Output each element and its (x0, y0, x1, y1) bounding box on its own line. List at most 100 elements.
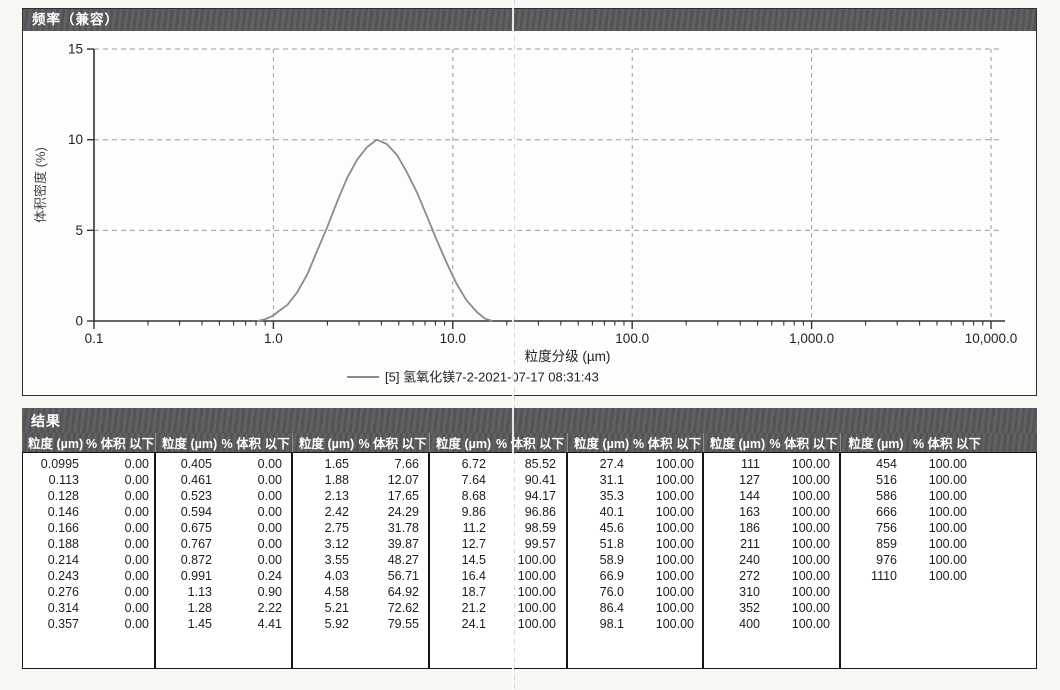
legend-label: [5] 氢氧化镁7-2-2021-07-17 08:31:43 (385, 370, 599, 385)
percent-under-column-header: % 体积 以下 (86, 437, 155, 451)
percent-under-cell: 99.57 (524, 537, 556, 551)
percent-under-cell: 0.00 (124, 569, 149, 583)
percent-under-cell: 94.17 (524, 489, 556, 503)
x-tick-label: 1,000.0 (789, 331, 834, 346)
table-row: 127 100.00 (704, 472, 839, 488)
percent-under-cell: 100.00 (791, 489, 830, 503)
size-cell: 0.594 (180, 505, 212, 519)
table-row: 27.4 100.00 (568, 456, 702, 472)
size-cell: 310 (739, 585, 760, 599)
table-row: 0.0995 0.00 (23, 456, 154, 472)
percent-under-cell: 0.00 (257, 505, 282, 519)
size-cell: 21.2 (461, 601, 486, 615)
size-cell: 0.128 (47, 489, 79, 503)
percent-under-cell: 100.00 (928, 553, 967, 567)
table-row: 24.1 100.00 (430, 616, 566, 632)
percent-under-cell: 100.00 (655, 585, 694, 599)
percent-under-cell: 2.22 (257, 601, 282, 615)
scan-crease-artifact-dashes (514, 0, 515, 690)
size-cell: 0.675 (180, 521, 212, 535)
frequency-curve (256, 138, 493, 322)
percent-under-cell: 100.00 (928, 505, 967, 519)
size-column-header: 粒度 (µm) (28, 437, 84, 451)
table-row: 5.92 79.55 (293, 616, 428, 632)
percent-under-cell: 0.00 (124, 553, 149, 567)
header-group: 粒度 (µm)% 体积 以下 (429, 433, 567, 452)
size-cell: 6.72 (461, 457, 486, 471)
size-cell: 1.88 (324, 473, 349, 487)
percent-under-cell: 0.00 (257, 553, 282, 567)
size-cell: 5.92 (324, 617, 349, 631)
results-table-body: 0.0995 0.00 0.113 0.00 0.128 0.00 0.146 0.00 0.1… (22, 452, 1037, 669)
size-cell: 127 (739, 473, 760, 487)
size-cell: 35.3 (599, 489, 624, 503)
table-row: 51.8 100.00 (568, 536, 702, 552)
table-row: 0.146 0.00 (23, 504, 154, 520)
table-row: 0.276 0.00 (23, 584, 154, 600)
header-group: 粒度 (µm)% 体积 以下 (292, 433, 429, 452)
x-tick-label: 10,000.0 (965, 331, 1018, 346)
table-row: 756 100.00 (841, 520, 1036, 536)
header-group: 粒度 (µm) % 体积 以下 (840, 433, 1037, 452)
table-row: 6.72 85.52 (430, 456, 566, 472)
size-cell: 186 (739, 521, 760, 535)
table-row: 211 100.00 (704, 536, 839, 552)
percent-under-cell: 0.00 (257, 521, 282, 535)
percent-under-cell: 100.00 (517, 553, 556, 567)
percent-under-cell: 100.00 (655, 473, 694, 487)
percent-under-cell: 85.52 (524, 457, 556, 471)
table-column-group: 111 100.00 127 100.00 144 100.00 163 100.00 186 1… (703, 452, 840, 669)
percent-under-cell: 0.00 (124, 537, 149, 551)
percent-under-cell: 100.00 (517, 569, 556, 583)
size-cell: 66.9 (599, 569, 624, 583)
table-row: 0.767 0.00 (156, 536, 291, 552)
percent-under-cell: 100.00 (655, 617, 694, 631)
size-cell: 51.8 (599, 537, 624, 551)
size-cell: 2.13 (324, 489, 349, 503)
percent-under-cell: 72.62 (387, 601, 419, 615)
size-column-header: 粒度 (µm) (574, 437, 630, 451)
size-cell: 1.65 (324, 457, 349, 471)
size-cell: 0.314 (47, 601, 79, 615)
table-row: 4.03 56.71 (293, 568, 428, 584)
scan-crease-artifact (512, 0, 514, 690)
results-panel: 结果 粒度 (µm)% 体积 以下 粒度 (µm)% 体积 以下 粒度 (µm)% … (22, 408, 1037, 670)
percent-under-cell: 100.00 (655, 505, 694, 519)
percent-under-cell: 100.00 (655, 537, 694, 551)
size-column-header: 粒度 (µm) (848, 437, 904, 451)
percent-under-cell: 100.00 (791, 457, 830, 471)
percent-under-cell: 0.00 (124, 601, 149, 615)
table-row: 1110 100.00 (841, 568, 1036, 584)
header-group: 粒度 (µm)% 体积 以下 (567, 433, 703, 452)
table-row: 0.113 0.00 (23, 472, 154, 488)
table-row: 0.128 0.00 (23, 488, 154, 504)
table-row: 186 100.00 (704, 520, 839, 536)
percent-under-cell: 0.00 (124, 489, 149, 503)
size-cell: 0.214 (47, 553, 79, 567)
percent-under-cell: 96.86 (524, 505, 556, 519)
size-cell: 516 (876, 473, 897, 487)
table-row: 352 100.00 (704, 600, 839, 616)
x-axis-label: 粒度分级 (µm) (525, 349, 611, 364)
size-cell: 859 (876, 537, 897, 551)
table-row: 586 100.00 (841, 488, 1036, 504)
table-row: 0.214 0.00 (23, 552, 154, 568)
table-row: 0.166 0.00 (23, 520, 154, 536)
size-cell: 111 (740, 457, 760, 471)
size-cell: 756 (876, 521, 897, 535)
percent-under-cell: 0.00 (124, 585, 149, 599)
percent-under-cell: 100.00 (791, 569, 830, 583)
size-cell: 40.1 (599, 505, 624, 519)
percent-under-column-header: % 体积 以下 (912, 437, 982, 451)
size-cell: 11.2 (462, 521, 486, 535)
x-tick-label: 0.1 (85, 331, 104, 346)
table-row: 1.13 0.90 (156, 584, 291, 600)
size-cell: 2.42 (324, 505, 349, 519)
size-column-header: 粒度 (µm) (436, 437, 492, 451)
percent-under-cell: 100.00 (928, 569, 967, 583)
y-tick-label: 5 (75, 223, 83, 238)
table-row: 310 100.00 (704, 584, 839, 600)
table-row: 0.991 0.24 (156, 568, 291, 584)
size-cell: 272 (739, 569, 760, 583)
percent-under-column-header: % 体积 以下 (221, 437, 290, 451)
